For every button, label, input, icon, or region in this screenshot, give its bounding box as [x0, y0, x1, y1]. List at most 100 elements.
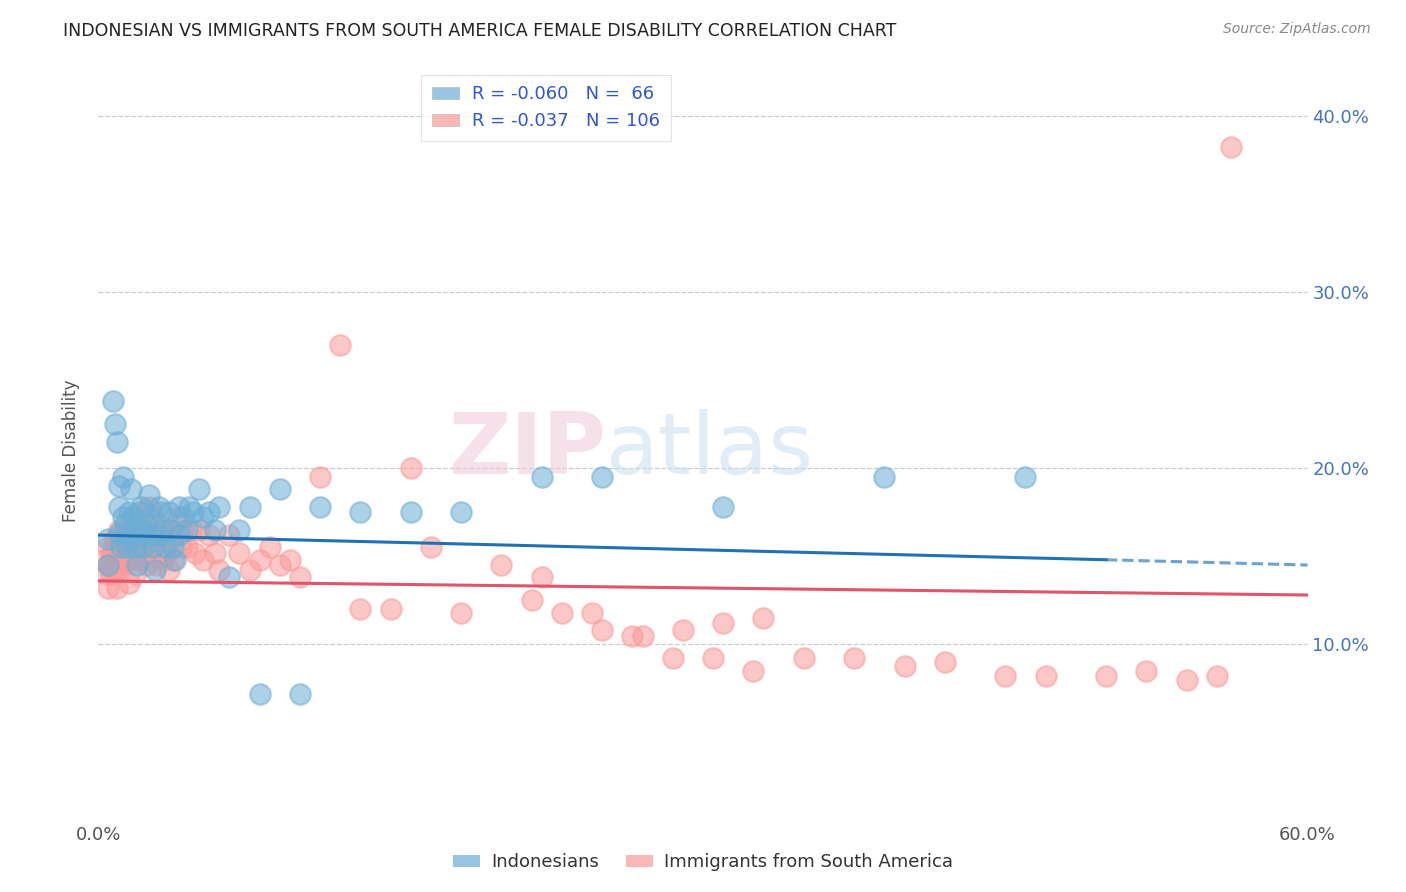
Point	[1135, 664, 1157, 678]
Point	[107, 526, 129, 541]
Point	[139, 528, 162, 542]
Point	[124, 566, 146, 581]
Y-axis label: Female Disability: Female Disability	[62, 379, 80, 522]
Point	[1095, 669, 1118, 683]
Point	[132, 541, 155, 555]
Point	[204, 546, 226, 560]
Point	[179, 500, 201, 514]
Point	[115, 541, 138, 555]
Point	[103, 553, 125, 567]
Point	[176, 523, 198, 537]
Point	[149, 528, 172, 542]
Text: Source: ZipAtlas.com: Source: ZipAtlas.com	[1223, 22, 1371, 37]
Point	[1206, 669, 1229, 683]
Point	[97, 532, 120, 546]
Point	[702, 651, 724, 665]
Point	[399, 505, 422, 519]
Point	[661, 651, 683, 665]
Point	[581, 606, 603, 620]
Point	[934, 655, 956, 669]
Point	[198, 505, 221, 519]
Point	[138, 487, 160, 501]
Point	[152, 553, 174, 567]
Point	[520, 593, 543, 607]
Point	[129, 528, 152, 542]
Point	[198, 528, 221, 542]
Point	[143, 532, 166, 546]
Point	[188, 482, 211, 496]
Point	[249, 687, 271, 701]
Point	[148, 541, 170, 555]
Point	[101, 394, 124, 409]
Point	[97, 558, 120, 572]
Point	[107, 523, 129, 537]
Point	[128, 505, 150, 519]
Point	[167, 500, 190, 514]
Point	[399, 461, 422, 475]
Point	[162, 541, 184, 555]
Point	[118, 528, 141, 542]
Point	[218, 528, 240, 542]
Point	[142, 541, 165, 555]
Point	[114, 553, 136, 567]
Legend: R = -0.060   N =  66, R = -0.037   N = 106: R = -0.060 N = 66, R = -0.037 N = 106	[422, 75, 671, 141]
Legend: Indonesians, Immigrants from South America: Indonesians, Immigrants from South Ameri…	[446, 847, 960, 879]
Point	[170, 541, 193, 555]
Point	[148, 517, 170, 532]
Point	[135, 558, 157, 572]
Point	[129, 500, 152, 514]
Point	[193, 553, 215, 567]
Point	[218, 570, 240, 584]
Point	[142, 510, 165, 524]
Point	[134, 517, 156, 532]
Point	[124, 541, 146, 555]
Point	[143, 563, 166, 577]
Point	[115, 541, 138, 555]
Point	[111, 510, 134, 524]
Text: INDONESIAN VS IMMIGRANTS FROM SOUTH AMERICA FEMALE DISABILITY CORRELATION CHART: INDONESIAN VS IMMIGRANTS FROM SOUTH AMER…	[63, 22, 897, 40]
Point	[793, 651, 815, 665]
Point	[844, 651, 866, 665]
Point	[101, 563, 124, 577]
Point	[228, 546, 250, 560]
Point	[128, 528, 150, 542]
Point	[107, 558, 129, 572]
Point	[288, 687, 311, 701]
Point	[160, 523, 183, 537]
Point	[118, 553, 141, 567]
Point	[152, 523, 174, 537]
Point	[163, 553, 186, 567]
Point	[288, 570, 311, 584]
Point	[125, 549, 148, 564]
Point	[146, 558, 169, 572]
Point	[551, 606, 574, 620]
Point	[1175, 673, 1198, 687]
Point	[631, 628, 654, 642]
Point	[138, 528, 160, 542]
Point	[672, 624, 695, 638]
Point	[111, 535, 134, 549]
Point	[132, 523, 155, 537]
Point	[105, 434, 128, 449]
Point	[162, 553, 184, 567]
Point	[591, 624, 613, 638]
Point	[153, 541, 176, 555]
Point	[100, 549, 122, 564]
Point	[138, 510, 160, 524]
Point	[193, 510, 215, 524]
Point	[157, 505, 180, 519]
Point	[134, 532, 156, 546]
Text: ZIP: ZIP	[449, 409, 606, 492]
Point	[125, 558, 148, 572]
Point	[163, 528, 186, 542]
Point	[309, 470, 332, 484]
Point	[349, 602, 371, 616]
Point	[110, 528, 132, 542]
Point	[114, 517, 136, 532]
Point	[101, 541, 124, 555]
Point	[124, 541, 146, 555]
Point	[591, 470, 613, 484]
Point	[118, 575, 141, 590]
Point	[105, 541, 128, 555]
Point	[208, 500, 231, 514]
